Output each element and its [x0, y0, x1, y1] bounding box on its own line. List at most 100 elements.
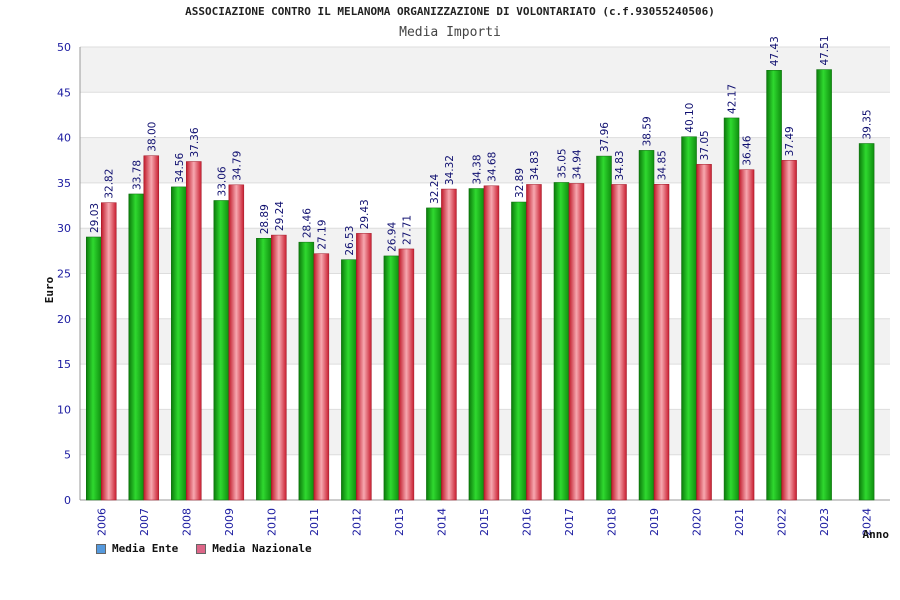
legend-item-media-nazionale: Media Nazionale	[196, 542, 312, 555]
data-label: 37.05	[699, 130, 711, 160]
x-tick-label: 2024	[861, 508, 874, 536]
data-label: 26.94	[386, 222, 398, 252]
y-axis-label: Euro	[43, 276, 56, 303]
bar-media-ente	[256, 238, 272, 501]
data-label: 40.10	[684, 103, 696, 133]
data-label: 34.94	[571, 149, 583, 179]
x-tick-label: 2007	[138, 508, 151, 536]
data-label: 39.35	[862, 109, 874, 139]
bar-media-nazionale	[738, 169, 755, 501]
bar-media-ente	[128, 193, 145, 501]
data-label: 27.19	[316, 220, 328, 250]
x-tick-label: 2014	[435, 508, 448, 536]
bar-media-ente	[468, 188, 485, 501]
x-tick-label: 2009	[223, 508, 236, 536]
data-label: 38.59	[642, 116, 654, 146]
y-tick-label: 0	[64, 494, 71, 507]
bar-media-ente	[723, 117, 740, 501]
bar-media-ente	[86, 236, 102, 501]
data-label: 34.83	[614, 150, 626, 180]
y-tick-label: 35	[57, 177, 71, 190]
grid-band	[80, 47, 890, 93]
x-tick-label: 2012	[350, 508, 363, 536]
bar-media-ente	[298, 241, 315, 501]
bar-media-ente	[681, 136, 697, 501]
bar-media-nazionale	[526, 184, 542, 501]
data-label: 34.79	[231, 151, 243, 181]
bar-media-nazionale	[228, 184, 245, 501]
y-tick-label: 50	[57, 41, 71, 54]
legend-label: Media Ente	[112, 542, 179, 555]
x-tick-label: 2017	[563, 508, 576, 536]
bar-media-nazionale	[611, 184, 627, 501]
legend-item-media-ente: Media Ente	[96, 542, 178, 555]
data-label: 35.05	[556, 148, 568, 178]
data-label: 32.82	[104, 169, 116, 199]
bar-media-ente	[341, 259, 357, 501]
bar-media-nazionale	[313, 253, 330, 501]
data-label: 29.03	[89, 203, 101, 233]
y-tick-label: 25	[57, 268, 71, 281]
data-label: 36.46	[742, 135, 754, 165]
legend-label: Media Nazionale	[212, 542, 312, 555]
data-label: 32.89	[514, 168, 526, 198]
x-tick-label: 2011	[308, 508, 321, 536]
data-label: 34.83	[529, 150, 541, 180]
bar-media-nazionale	[781, 160, 797, 501]
data-label: 29.24	[274, 201, 286, 231]
data-label: 47.43	[769, 36, 781, 66]
data-label: 34.32	[444, 155, 456, 185]
bar-media-ente	[171, 186, 187, 501]
bar-media-ente	[596, 155, 612, 501]
data-label: 37.36	[189, 127, 201, 157]
bar-media-ente	[511, 201, 527, 501]
bar-media-ente	[766, 70, 782, 501]
data-label: 34.38	[471, 154, 483, 184]
x-tick-label: 2022	[776, 508, 789, 536]
bar-media-ente	[816, 69, 832, 501]
x-tick-label: 2019	[648, 508, 661, 536]
y-tick-label: 10	[57, 403, 71, 416]
data-label: 28.46	[301, 208, 313, 238]
grid-band	[80, 92, 890, 138]
data-label: 37.49	[784, 126, 796, 156]
x-tick-label: 2015	[478, 508, 491, 536]
legend-swatch	[196, 543, 207, 554]
y-tick-label: 30	[57, 222, 71, 235]
data-label: 37.96	[599, 122, 611, 152]
bar-media-nazionale	[568, 183, 585, 501]
y-tick-label: 15	[57, 358, 71, 371]
data-label: 33.78	[131, 160, 143, 190]
data-label: 28.89	[259, 204, 271, 234]
bar-media-ente	[858, 143, 875, 501]
x-tick-label: 2021	[733, 508, 746, 536]
bar-media-nazionale	[653, 184, 670, 501]
bar-media-ente	[383, 255, 400, 501]
data-label: 33.06	[216, 166, 228, 196]
x-axis-label: Anno	[863, 528, 890, 541]
x-tick-label: 2016	[520, 508, 533, 536]
bar-media-ente	[553, 182, 570, 501]
y-tick-label: 5	[64, 449, 71, 462]
bar-media-nazionale	[271, 234, 287, 501]
bar-media-ente	[213, 200, 230, 501]
bar-media-nazionale	[356, 233, 372, 501]
data-label: 29.43	[359, 199, 371, 229]
data-label: 47.51	[819, 35, 831, 65]
data-label: 34.56	[174, 153, 186, 183]
y-tick-label: 45	[57, 86, 71, 99]
data-label: 32.24	[429, 174, 441, 204]
chart-title: ASSOCIAZIONE CONTRO IL MELANOMA ORGANIZZ…	[185, 5, 715, 18]
data-label: 38.00	[146, 122, 158, 152]
bar-media-ente	[426, 207, 442, 501]
x-tick-label: 2023	[818, 508, 831, 536]
legend: Media Ente Media Nazionale	[96, 542, 312, 555]
bar-media-ente	[638, 150, 655, 501]
x-tick-label: 2008	[180, 508, 193, 536]
x-tick-label: 2020	[691, 508, 704, 536]
data-label: 27.71	[401, 215, 413, 245]
bar-media-nazionale	[441, 188, 457, 501]
x-tick-label: 2013	[393, 508, 406, 536]
bar-media-nazionale	[696, 164, 712, 501]
